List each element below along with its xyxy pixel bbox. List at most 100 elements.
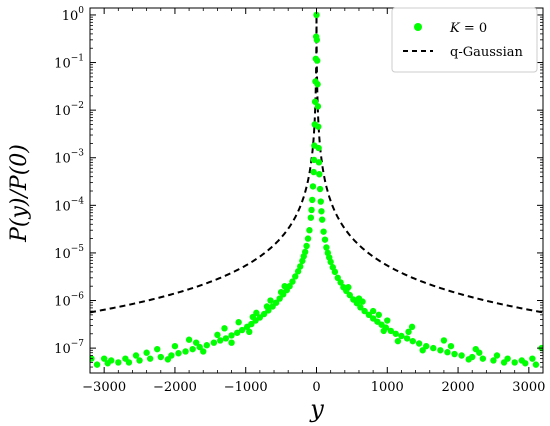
- y-tick-label: 10−2: [54, 101, 84, 119]
- data-point: [200, 348, 207, 355]
- data-point: [529, 355, 536, 362]
- data-point: [267, 297, 274, 304]
- data-point: [306, 227, 313, 234]
- data-point: [346, 291, 353, 299]
- data-point: [318, 216, 326, 223]
- data-point: [307, 214, 315, 221]
- data-point: [430, 344, 437, 352]
- data-point: [281, 282, 288, 290]
- data-point: [313, 36, 321, 44]
- x-tick-label: −3000: [82, 380, 126, 395]
- data-point: [317, 198, 324, 205]
- data-point: [93, 361, 101, 368]
- legend-box: [391, 7, 538, 73]
- data-point: [458, 352, 465, 359]
- data-point: [292, 273, 299, 280]
- q-gaussian-curve: [90, 14, 543, 314]
- data-point: [504, 355, 511, 362]
- data-point: [398, 332, 405, 340]
- data-point: [310, 156, 318, 164]
- data-point: [532, 361, 540, 368]
- data-point: [472, 345, 479, 353]
- data-point: [309, 183, 317, 190]
- data-point: [260, 310, 268, 318]
- y-tick-label: 10−7: [54, 339, 84, 357]
- y-axis-label: P(y)/P(0): [7, 144, 32, 243]
- data-point: [316, 171, 323, 178]
- data-point: [221, 325, 228, 332]
- data-point: [228, 339, 235, 346]
- data-point: [269, 303, 276, 310]
- data-point: [511, 359, 518, 366]
- data-point: [320, 228, 327, 235]
- data-point: [394, 337, 402, 345]
- legend-label-k0: K = 0: [449, 21, 487, 36]
- data-point: [297, 263, 304, 270]
- data-point: [321, 236, 329, 243]
- legend-marker-k0: [414, 23, 422, 31]
- data-point: [408, 323, 416, 331]
- data-point: [122, 355, 129, 362]
- data-point: [238, 326, 246, 334]
- data-point: [387, 327, 395, 335]
- data-point: [189, 345, 196, 353]
- legend: K = 0 q-Gaussian: [391, 7, 538, 73]
- data-point: [337, 279, 344, 286]
- data-point: [444, 349, 451, 356]
- x-tick-label: −2000: [153, 380, 197, 395]
- data-point: [405, 328, 412, 336]
- data-point: [143, 349, 150, 356]
- data-point: [222, 335, 230, 342]
- data-point: [465, 356, 472, 363]
- data-point: [419, 347, 426, 354]
- data-point: [323, 244, 330, 251]
- data-point: [334, 274, 341, 282]
- data-point: [314, 57, 321, 64]
- data-point: [314, 81, 321, 88]
- y-ticks: 10−7 10−6 10−5 10−4 10−3 10−2 10−1 100: [54, 6, 543, 374]
- y-tick-label: 10−5: [54, 244, 84, 262]
- data-point: [361, 307, 368, 315]
- data-point: [304, 235, 312, 242]
- y-tick-label: 10−1: [54, 54, 84, 72]
- data-point: [447, 342, 455, 350]
- data-points: [90, 11, 543, 368]
- data-point: [210, 339, 218, 346]
- data-point: [246, 328, 253, 336]
- data-point: [384, 317, 391, 324]
- data-point: [369, 307, 377, 315]
- data-point: [115, 359, 122, 366]
- data-point: [437, 347, 444, 354]
- data-point: [203, 342, 210, 349]
- data-point: [409, 337, 416, 345]
- data-point: [415, 340, 423, 347]
- data-point: [263, 303, 271, 310]
- data-point: [315, 123, 322, 130]
- data-point: [228, 332, 235, 339]
- data-point: [294, 268, 302, 275]
- data-point: [303, 242, 310, 250]
- data-point: [315, 144, 322, 152]
- data-point: [146, 355, 154, 362]
- data-point: [157, 353, 164, 361]
- data-point: [299, 257, 306, 265]
- data-point: [403, 335, 411, 342]
- data-point: [311, 98, 319, 105]
- q-gaussian-line: [90, 14, 543, 314]
- data-point: [313, 11, 320, 19]
- data-point: [451, 350, 458, 358]
- data-point: [310, 168, 317, 176]
- data-point: [136, 357, 143, 364]
- data-point: [217, 337, 224, 344]
- data-point: [490, 357, 497, 364]
- data-point: [308, 206, 315, 214]
- data-point: [253, 309, 260, 317]
- data-point: [314, 103, 322, 110]
- data-point: [331, 268, 339, 276]
- data-point: [132, 352, 140, 359]
- x-tick-label: 0: [312, 380, 320, 395]
- y-tick-label: 10−6: [54, 292, 84, 310]
- data-point: [100, 355, 108, 362]
- data-point: [359, 298, 366, 305]
